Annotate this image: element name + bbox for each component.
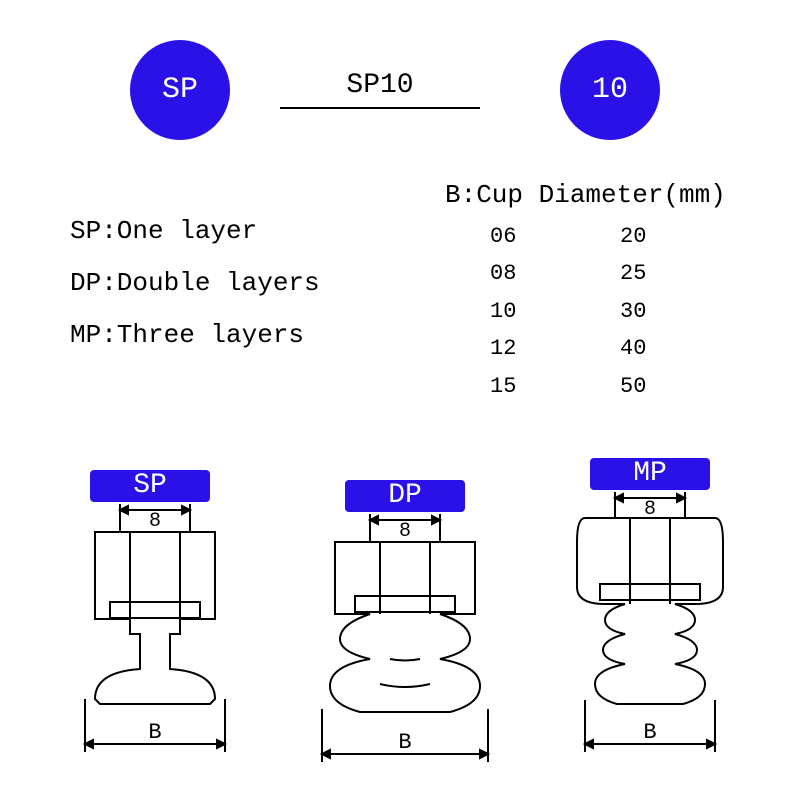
table-row: 0620 — [490, 218, 646, 255]
header-circle-left: SP — [130, 40, 230, 140]
dim-top: 8 — [149, 510, 161, 533]
table-row: 1030 — [490, 293, 646, 330]
diagram-sp-svg: 8 B — [60, 504, 250, 794]
dim-bottom: B — [148, 720, 161, 745]
layer-def-row: SP:One layer — [70, 205, 320, 257]
layer-definitions: SP:One layer DP:Double layers MP:Three l… — [70, 205, 320, 361]
dim-bottom: B — [398, 730, 411, 755]
header-circle-left-label: SP — [162, 73, 198, 107]
header-circle-right: 10 — [560, 40, 660, 140]
diameter-table: 0620 0825 1030 1240 1550 — [490, 218, 646, 405]
dim-top: 8 — [399, 520, 411, 543]
table-row: 0825 — [490, 255, 646, 292]
diagram-tag-mp: MP — [590, 458, 710, 490]
layer-def-row: DP:Double layers — [70, 257, 320, 309]
diagram-tag-dp: DP — [345, 480, 465, 512]
diagram-mp-svg: 8 B — [555, 492, 745, 792]
header-circle-right-label: 10 — [592, 73, 628, 107]
dim-bottom: B — [643, 720, 656, 745]
diagram-tag-sp: SP — [90, 470, 210, 502]
diagram-row: SP 8 — [0, 470, 800, 790]
table-row: 1550 — [490, 368, 646, 405]
layer-def-row: MP:Three layers — [70, 309, 320, 361]
dim-top: 8 — [644, 498, 656, 521]
table-row: 1240 — [490, 330, 646, 367]
product-code-text: SP10 — [346, 70, 413, 101]
diagram-dp-svg: 8 B — [300, 514, 510, 804]
diameter-header: B:Cup Diameter(mm) — [445, 180, 726, 210]
product-code-title: SP10 — [280, 70, 480, 109]
